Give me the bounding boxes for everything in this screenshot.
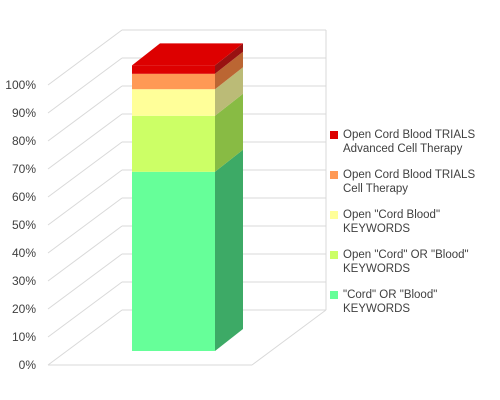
gridline-diagonal bbox=[47, 169, 123, 226]
y-tick-label: 70% bbox=[12, 162, 36, 176]
gridline-diagonal bbox=[47, 141, 123, 198]
y-tick-label: 0% bbox=[19, 358, 37, 372]
legend-label-advanced-cell-therapy: Open Cord Blood TRIALS Advanced Cell The… bbox=[343, 129, 476, 155]
y-tick-label: 10% bbox=[12, 330, 36, 344]
y-tick-label: 40% bbox=[12, 246, 36, 260]
legend-label-cell-therapy: Open Cord Blood TRIALS Cell Therapy bbox=[343, 169, 476, 195]
bar-segment-side bbox=[215, 149, 243, 351]
bar-segment-front bbox=[132, 171, 215, 351]
gridline-diagonal bbox=[47, 281, 123, 338]
legend-swatch-advanced-cell-therapy bbox=[330, 131, 338, 139]
legend-swatch-cord-or-blood-keywords bbox=[330, 291, 338, 299]
y-tick-label: 20% bbox=[12, 302, 36, 316]
legend: Open Cord Blood TRIALS Advanced Cell The… bbox=[329, 128, 494, 328]
gridline-diagonal bbox=[47, 85, 123, 142]
y-tick-label: 90% bbox=[12, 106, 36, 120]
bar-segment-front bbox=[132, 73, 215, 90]
legend-swatch-open-cord-or-blood-keywords bbox=[330, 251, 338, 259]
bar-segment-side bbox=[215, 93, 243, 172]
floor-right-edge bbox=[251, 309, 327, 366]
y-tick-label: 100% bbox=[5, 78, 36, 92]
bar-segment-front bbox=[132, 89, 215, 116]
legend-label-open-cord-blood-keywords: Open "Cord Blood" KEYWORDS bbox=[343, 209, 441, 235]
legend-item-open-cord-blood-keywords: Open "Cord Blood" KEYWORDS bbox=[329, 208, 494, 248]
legend-swatch-cell-therapy bbox=[330, 171, 338, 179]
y-tick-label: 60% bbox=[12, 190, 36, 204]
gridline-diagonal bbox=[47, 253, 123, 310]
bar-segment-side bbox=[215, 67, 243, 116]
gridline-diagonal bbox=[47, 309, 123, 366]
bar-segment-front bbox=[132, 65, 215, 74]
bar-segment-side bbox=[215, 51, 243, 90]
legend-item-advanced-cell-therapy: Open Cord Blood TRIALS Advanced Cell The… bbox=[329, 128, 494, 168]
y-axis-tick-labels: 0% 10% 20% 30% 40% 50% 60% 70% 80% 90% 100% bbox=[5, 78, 36, 372]
gridline-diagonal bbox=[47, 113, 123, 170]
bar-stack bbox=[132, 43, 243, 351]
bar-top-face bbox=[132, 43, 243, 66]
gridline-diagonal bbox=[47, 29, 123, 86]
legend-label-cord-or-blood-keywords: "Cord" OR "Blood" KEYWORDS bbox=[343, 289, 438, 315]
y-tick-label: 80% bbox=[12, 134, 36, 148]
gridline-diagonal bbox=[47, 225, 123, 282]
y-tick-label: 50% bbox=[12, 218, 36, 232]
gridline-diagonal bbox=[47, 57, 123, 114]
gridline-diagonal bbox=[47, 197, 123, 254]
legend-item-open-cord-or-blood-keywords: Open "Cord" OR "Blood" KEYWORDS bbox=[329, 248, 494, 288]
bar-segment-front bbox=[132, 115, 215, 172]
legend-item-cell-therapy: Open Cord Blood TRIALS Cell Therapy bbox=[329, 168, 494, 208]
y-tick-label: 30% bbox=[12, 274, 36, 288]
legend-item-cord-or-blood-keywords: "Cord" OR "Blood" KEYWORDS bbox=[329, 288, 494, 328]
bar-segment-side bbox=[215, 43, 243, 74]
legend-swatch-open-cord-blood-keywords bbox=[330, 211, 338, 219]
legend-label-open-cord-or-blood-keywords: Open "Cord" OR "Blood" KEYWORDS bbox=[343, 249, 469, 275]
